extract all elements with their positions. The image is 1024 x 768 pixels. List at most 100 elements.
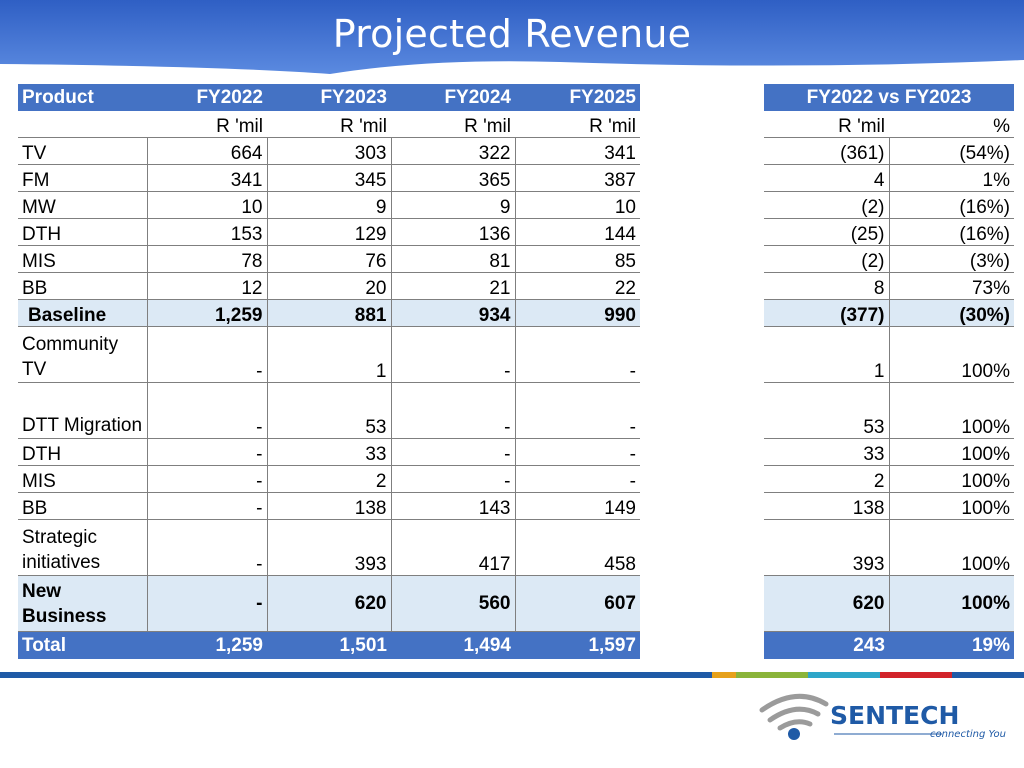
table-row: (25) (16%) [764,218,1015,246]
change-value-cell: (361) [764,137,889,165]
change-percent-cell: (16%) [888,218,1015,246]
unit-cell: R 'mil [147,111,267,138]
value-cell: 990 [514,299,640,327]
units-row: R 'mil % [764,111,1015,138]
value-cell: 2 [266,465,391,493]
row-label: New Business [18,575,147,632]
value-cell: 393 [266,519,391,576]
change-value-cell: 393 [764,519,889,576]
units-row: R 'mil R 'mil R 'mil R 'mil [18,111,640,138]
row-label: MIS [18,465,147,493]
value-cell: - [146,519,267,576]
comparison-header: FY2022 vs FY2023 [764,84,1015,111]
change-value-cell: (377) [764,299,889,327]
change-percent-cell: 100% [888,492,1015,520]
table-row: (2) (3%) [764,245,1015,273]
table-row: MW 10 9 9 10 [18,191,640,219]
row-label: MIS [18,245,147,273]
value-cell: 560 [390,575,515,632]
value-cell: 881 [266,299,391,327]
change-percent-cell: 100% [888,382,1015,439]
value-cell: - [514,382,640,439]
value-cell: 607 [514,575,640,632]
unit-cell [18,111,147,138]
value-cell: - [146,575,267,632]
table-row: (377) (30%) [764,299,1015,327]
column-header: FY2024 [391,84,515,111]
value-cell: 22 [514,272,640,300]
change-value-cell: 33 [764,438,889,466]
change-percent-cell: 1% [888,164,1015,192]
table-row: (2) (16%) [764,191,1015,219]
value-cell: 345 [266,164,391,192]
row-label: BB [18,492,147,520]
value-cell: 78 [146,245,267,273]
column-header: FY2025 [515,84,640,111]
row-label: BB [18,272,147,300]
page-title: Projected Revenue [332,12,692,56]
row-label: Total [18,631,147,659]
table-row: 2 100% [764,465,1015,493]
value-cell: 664 [146,137,267,165]
row-label: DTT Migration [18,382,147,439]
value-cell: 417 [390,519,515,576]
table-row: 8 73% [764,272,1015,300]
unit-cell: R 'mil [515,111,640,138]
value-cell: 12 [146,272,267,300]
row-label: DTH [18,218,147,246]
value-cell: 136 [390,218,515,246]
table-row: Community TV -1- - [18,326,640,383]
table-header-row: Product FY2022 FY2023 FY2024 FY2025 [18,84,640,111]
comparison-table: FY2022 vs FY2023 R 'mil % (361) (54%) 4 1%(… [764,84,1015,659]
value-cell: - [146,438,267,466]
table-row: Total 1,259 1,501 1,494 1,597 [18,631,640,659]
value-cell: 1 [266,326,391,383]
table-row: BB 12 20 21 22 [18,272,640,300]
value-cell: 365 [390,164,515,192]
value-cell: 53 [266,382,391,439]
logo-tagline: connecting You [930,729,1006,740]
table-row: 53 100% [764,382,1015,439]
change-value-cell: 243 [764,631,889,659]
table-row: (361) (54%) [764,137,1015,165]
table-row: Strategic initiatives -393 417 458 [18,519,640,576]
value-cell: 76 [266,245,391,273]
change-value-cell: 53 [764,382,889,439]
value-cell: 387 [514,164,640,192]
value-cell: 21 [390,272,515,300]
change-value-cell: 4 [764,164,889,192]
value-cell: 341 [146,164,267,192]
value-cell: - [390,438,515,466]
change-value-cell: (2) [764,245,889,273]
value-cell: 620 [266,575,391,632]
table-row: BB -138 143 149 [18,492,640,520]
change-percent-cell: (30%) [888,299,1015,327]
value-cell: 144 [514,218,640,246]
sentech-logo: SENTECH connecting You [759,693,1006,740]
value-cell: 10 [146,191,267,219]
column-header: FY2022 [147,84,267,111]
value-cell: 85 [514,245,640,273]
value-cell: - [146,465,267,493]
change-value-cell: 1 [764,326,889,383]
value-cell: 20 [266,272,391,300]
value-cell: - [146,326,267,383]
value-cell: 153 [146,218,267,246]
change-value-cell: 138 [764,492,889,520]
table-row: TV 664 303 322 341 [18,137,640,165]
table-row: DTT Migration -53- - [18,382,640,439]
value-cell: - [390,326,515,383]
unit-cell: R 'mil [267,111,391,138]
change-percent-cell: (16%) [888,191,1015,219]
row-label: MW [18,191,147,219]
value-cell: 129 [266,218,391,246]
value-cell: 322 [390,137,515,165]
value-cell: 1,259 [146,299,267,327]
table-row: DTH 153 129 136 144 [18,218,640,246]
table-row: FM 341 345 365 387 [18,164,640,192]
value-cell: 81 [390,245,515,273]
unit-cell: R 'mil [764,111,889,138]
title-banner [0,0,1024,74]
row-label: Community TV [18,326,147,383]
change-value-cell: 620 [764,575,889,632]
